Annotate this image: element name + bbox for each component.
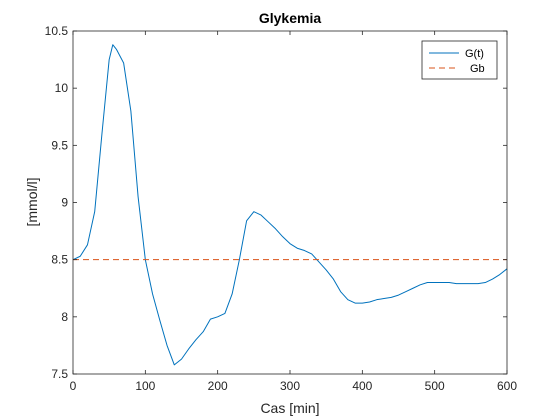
legend-label-gb: Gb <box>470 63 485 75</box>
legend: G(t) Gb <box>421 40 498 80</box>
x-tick-label: 300 <box>280 379 300 393</box>
x-axis-label: Cas [min] <box>260 400 319 416</box>
series-lines <box>72 44 508 366</box>
x-tick-label: 600 <box>497 379 517 393</box>
y-tick-label: 9.5 <box>51 138 68 152</box>
y-tick-label: 9 <box>61 196 68 210</box>
y-tick-label: 8.5 <box>51 253 68 267</box>
y-tick-label: 8 <box>61 310 68 324</box>
ticks: 0 100 200 300 400 500 600 7.5 8 8.5 9 9.5 10 10.5 <box>45 24 518 393</box>
x-tick-label: 200 <box>208 379 228 393</box>
x-tick-label: 100 <box>135 379 155 393</box>
chart-title: Glykemia <box>259 10 321 26</box>
legend-label-g-t: G(t) <box>465 48 484 60</box>
legend-box <box>421 40 498 80</box>
y-tick-label: 10.5 <box>45 24 69 38</box>
x-tick-label: 0 <box>70 379 77 393</box>
y-tick-label: 7.5 <box>51 367 68 381</box>
y-tick-label: 10 <box>55 81 69 95</box>
plot-area <box>73 31 507 374</box>
x-tick-label: 500 <box>425 379 445 393</box>
y-axis-label: [mmol/l] <box>24 178 40 227</box>
series-line-g-t <box>72 44 508 366</box>
x-tick-label: 400 <box>352 379 372 393</box>
